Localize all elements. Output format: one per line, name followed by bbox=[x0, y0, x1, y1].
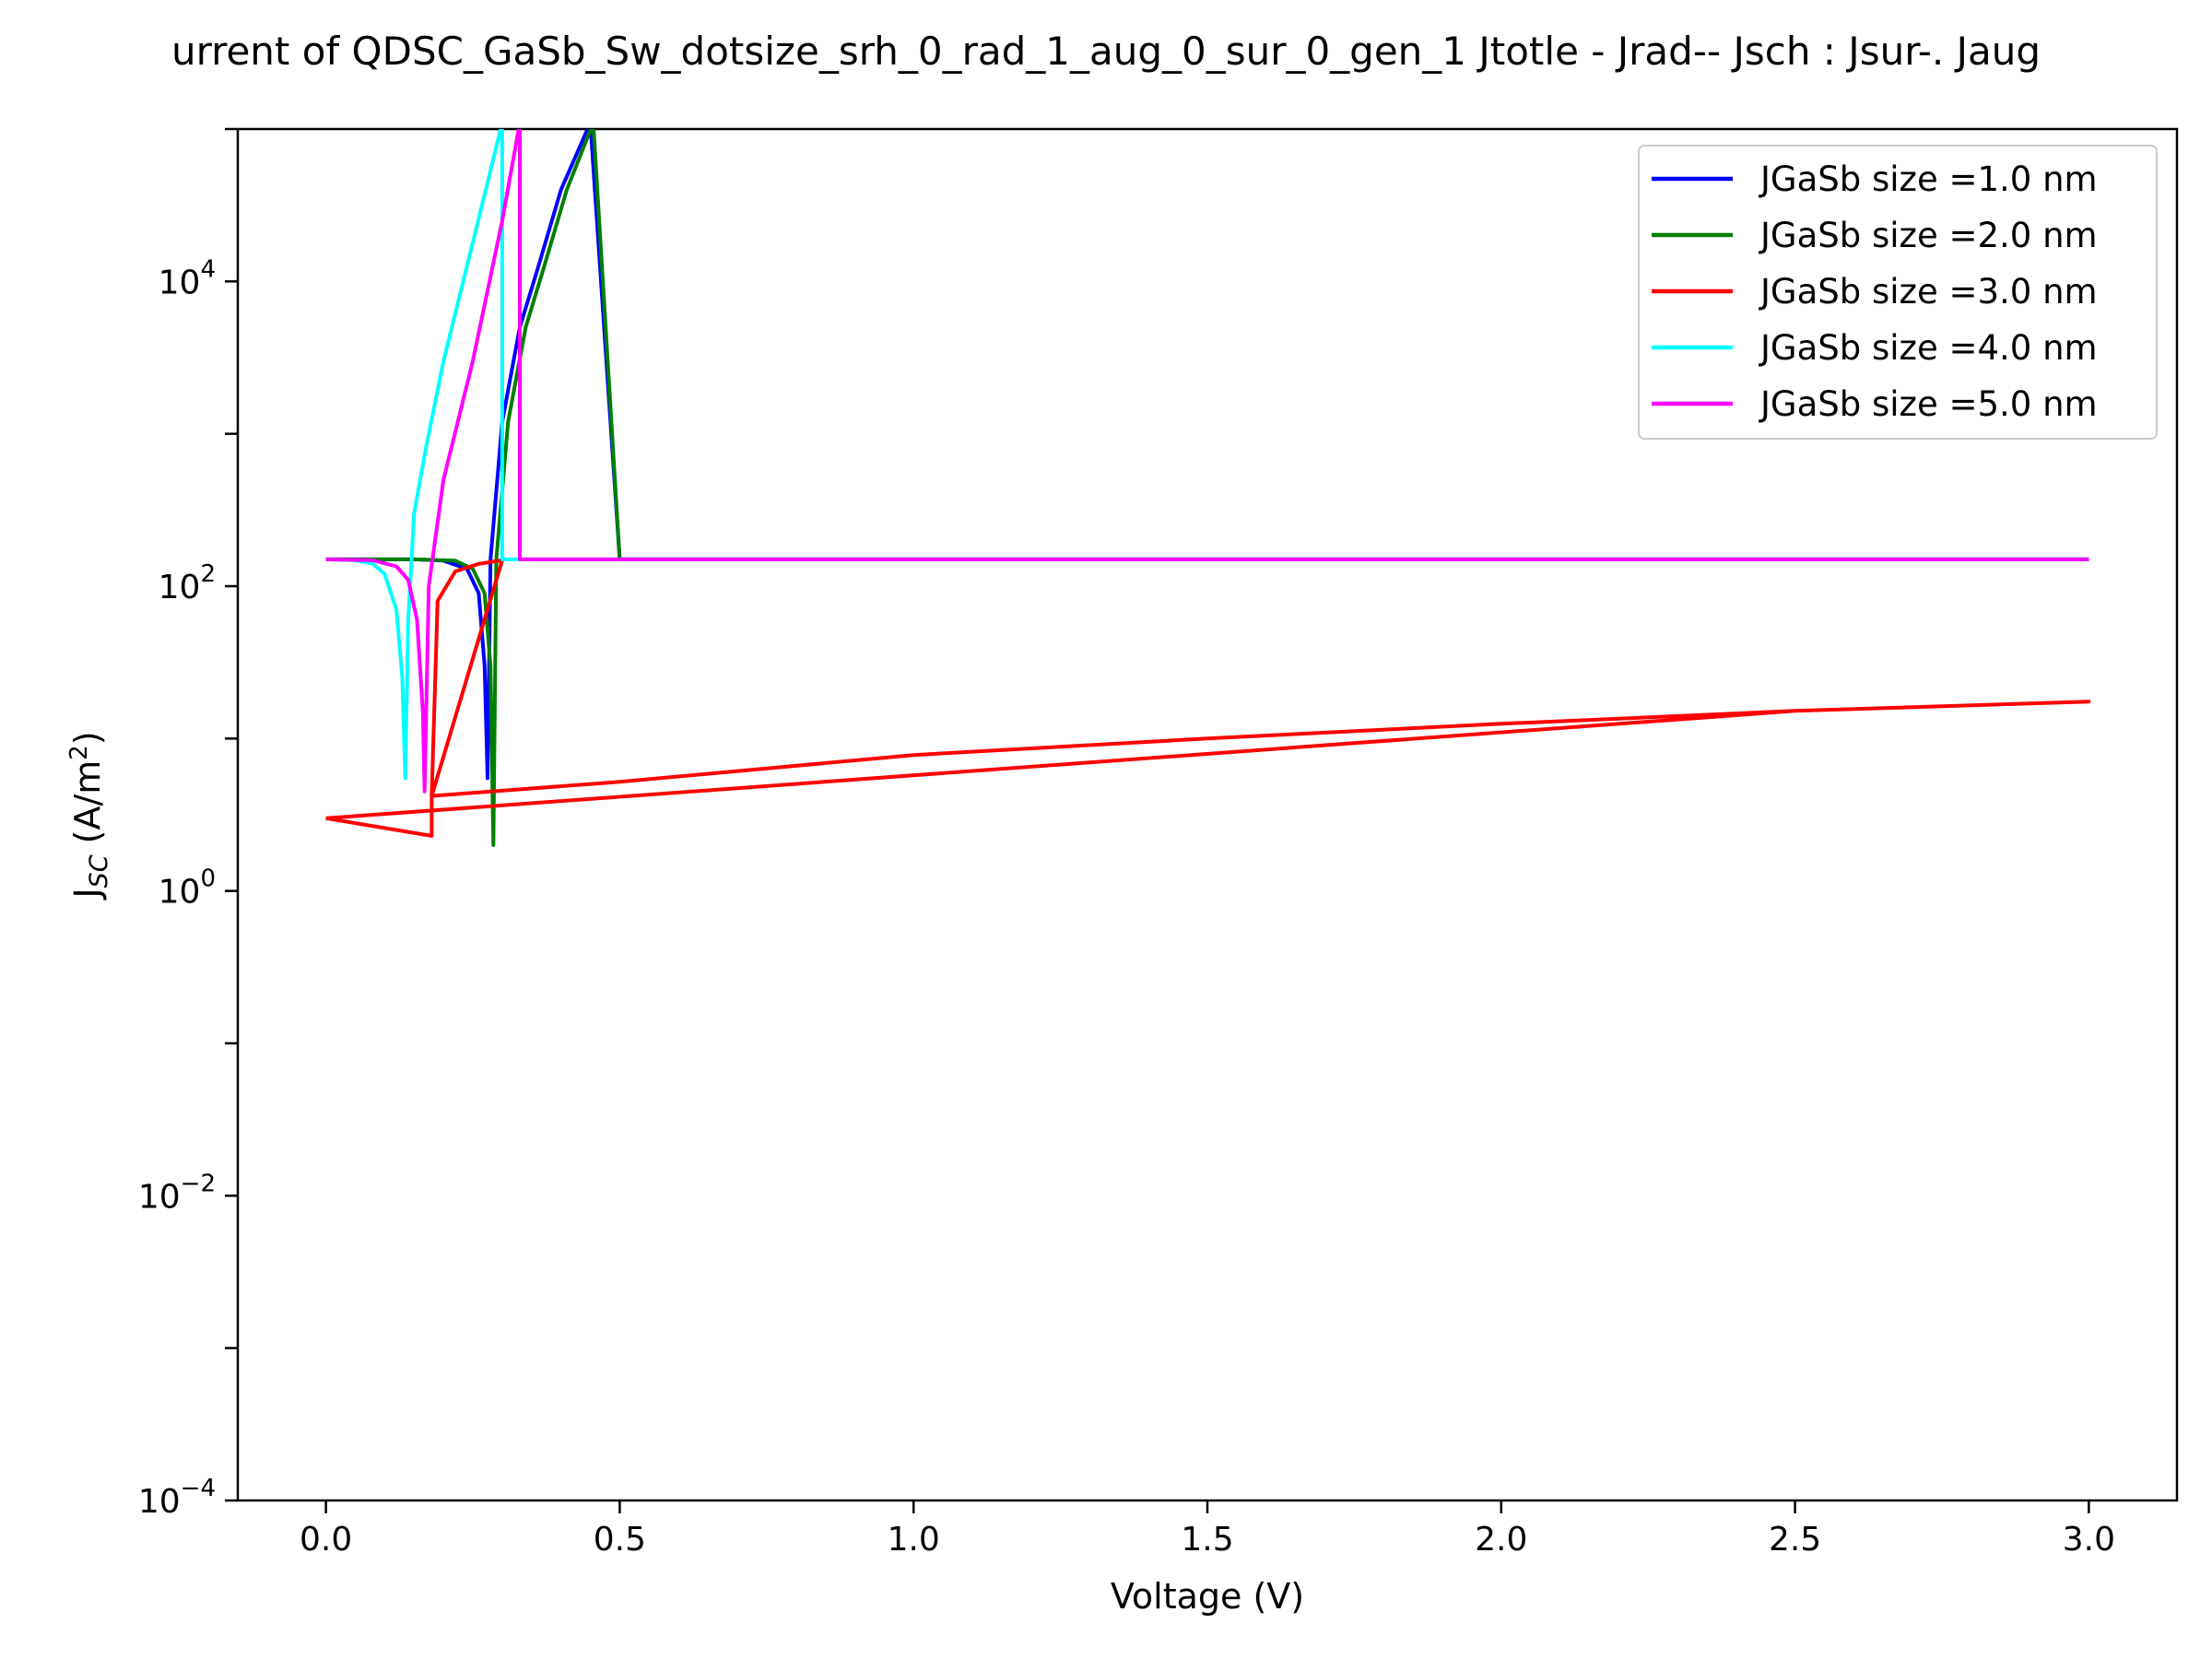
y-tick-label: 100 bbox=[159, 865, 216, 912]
x-tick-label: 0.0 bbox=[300, 1521, 352, 1559]
series-line-5 bbox=[325, 129, 2089, 794]
chart-title: urrent of QDSC_GaSb_Sw_dotsize_srh_0_rad… bbox=[171, 29, 2041, 74]
x-axis: 0.0 0.5 1.0 1.5 2.0 2.5 3.0 bbox=[300, 1500, 2115, 1559]
y-axis-label-sub: SC bbox=[85, 854, 113, 888]
x-tick-label: 0.5 bbox=[594, 1521, 646, 1559]
legend-box bbox=[1638, 145, 2158, 440]
y-axis-label-main: J bbox=[67, 888, 108, 900]
series-line-4 bbox=[325, 129, 2089, 781]
x-tick-label: 2.5 bbox=[1769, 1521, 1821, 1559]
legend-label-2: JGaSb size =2.0 nm bbox=[1759, 216, 2098, 255]
y-tick-label: 104 bbox=[159, 255, 216, 301]
x-tick-label: 2.0 bbox=[1475, 1521, 1527, 1559]
x-tick-label: 1.0 bbox=[888, 1521, 940, 1559]
y-axis-label: JSC (A/m2) bbox=[65, 731, 113, 900]
x-tick-label: 1.5 bbox=[1181, 1521, 1233, 1559]
legend-label-3: JGaSb size =3.0 nm bbox=[1759, 272, 2098, 312]
legend: JGaSb size =1.0 nm JGaSb size =2.0 nm JGaS… bbox=[1638, 145, 2158, 440]
legend-label-1: JGaSb size =1.0 nm bbox=[1759, 159, 2098, 199]
y-tick-label: 10−2 bbox=[138, 1170, 216, 1216]
y-axis-label-unit: (A/m bbox=[67, 760, 108, 855]
series-line-3 bbox=[325, 558, 2091, 838]
x-axis-label: Voltage (V) bbox=[1111, 1576, 1304, 1617]
y-axis: 10−4 10−2 100 102 104 bbox=[138, 127, 238, 1521]
y-axis-label-close: ) bbox=[67, 731, 108, 745]
y-tick-label: 102 bbox=[159, 560, 216, 606]
series-line-1 bbox=[325, 129, 2089, 781]
y-tick-label: 10−4 bbox=[138, 1475, 216, 1521]
x-tick-label: 3.0 bbox=[2063, 1521, 2115, 1559]
legend-label-5: JGaSb size =5.0 nm bbox=[1759, 384, 2098, 424]
series-layer bbox=[325, 129, 2091, 847]
y-axis-label-sup: 2 bbox=[65, 745, 93, 760]
legend-label-4: JGaSb size =4.0 nm bbox=[1759, 328, 2098, 368]
